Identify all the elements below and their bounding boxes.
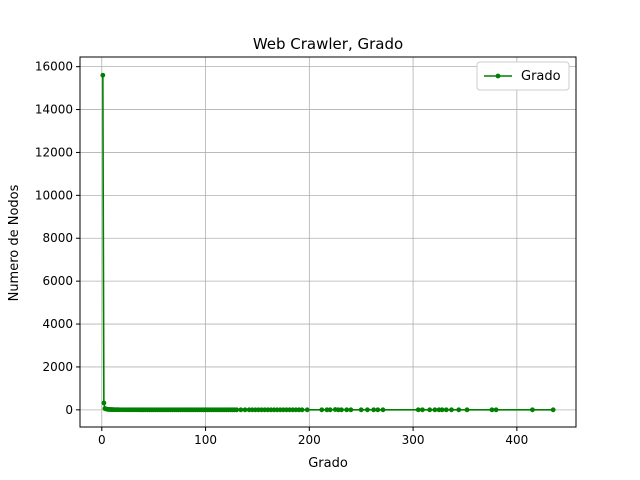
y-tick-label: 4000 xyxy=(42,317,73,331)
data-point xyxy=(530,407,535,413)
data-point xyxy=(319,407,325,413)
data-point xyxy=(348,407,354,413)
y-tick-label: 2000 xyxy=(42,360,73,374)
legend-box xyxy=(476,61,570,91)
y-tick-label: 10000 xyxy=(35,188,73,202)
y-axis-ticks: 0 2000 4000 6000 8000 10000 12000 14000 16000 xyxy=(35,60,80,417)
data-point xyxy=(100,72,106,78)
data-point xyxy=(101,400,107,406)
legend: Grado xyxy=(476,61,570,91)
x-tick-label: 300 xyxy=(402,433,425,447)
x-tick-label: 200 xyxy=(298,433,321,447)
legend-point-marker xyxy=(495,73,501,79)
x-axis-label: Grado xyxy=(308,456,348,471)
data-point xyxy=(365,407,370,413)
data-point xyxy=(493,407,499,413)
data-point xyxy=(375,407,381,413)
y-tick-label: 0 xyxy=(65,403,73,417)
x-tick-label: 100 xyxy=(194,433,217,447)
y-gridlines xyxy=(80,66,576,411)
data-point xyxy=(358,407,364,413)
data-point xyxy=(443,407,449,413)
x-tick-label: 400 xyxy=(505,433,528,447)
y-axis-label: Numero de Nodos xyxy=(7,184,22,301)
x-axis-ticks: 0 100 200 300 400 xyxy=(98,427,528,447)
data-point xyxy=(427,407,433,413)
legend-label: Grado xyxy=(521,69,561,84)
data-point xyxy=(371,407,377,413)
data-point xyxy=(299,407,305,413)
plot-frame xyxy=(79,56,577,428)
y-tick-label: 6000 xyxy=(42,274,73,288)
data-point xyxy=(489,407,495,413)
data-point xyxy=(327,407,333,413)
data-point xyxy=(234,407,240,413)
data-point xyxy=(242,407,248,413)
data-point xyxy=(304,407,310,413)
data-point xyxy=(380,407,386,413)
x-tick-label: 0 xyxy=(98,433,106,447)
data-point xyxy=(238,407,244,413)
data-point xyxy=(415,407,421,413)
y-tick-label: 14000 xyxy=(35,103,73,117)
x-gridlines xyxy=(101,57,518,427)
chart-title: Web Crawler, Grado xyxy=(253,35,403,53)
data-point xyxy=(439,407,445,413)
y-tick-label: 12000 xyxy=(35,145,73,159)
data-point xyxy=(339,407,344,413)
y-tick-label: 16000 xyxy=(35,60,73,74)
y-tick-label: 8000 xyxy=(42,231,73,245)
series-layer xyxy=(100,72,556,413)
data-point xyxy=(432,407,438,413)
data-point xyxy=(550,407,556,413)
data-point xyxy=(456,407,462,413)
data-point xyxy=(449,407,454,413)
data-point xyxy=(344,407,350,413)
data-point xyxy=(464,407,470,413)
data-point xyxy=(420,407,425,413)
